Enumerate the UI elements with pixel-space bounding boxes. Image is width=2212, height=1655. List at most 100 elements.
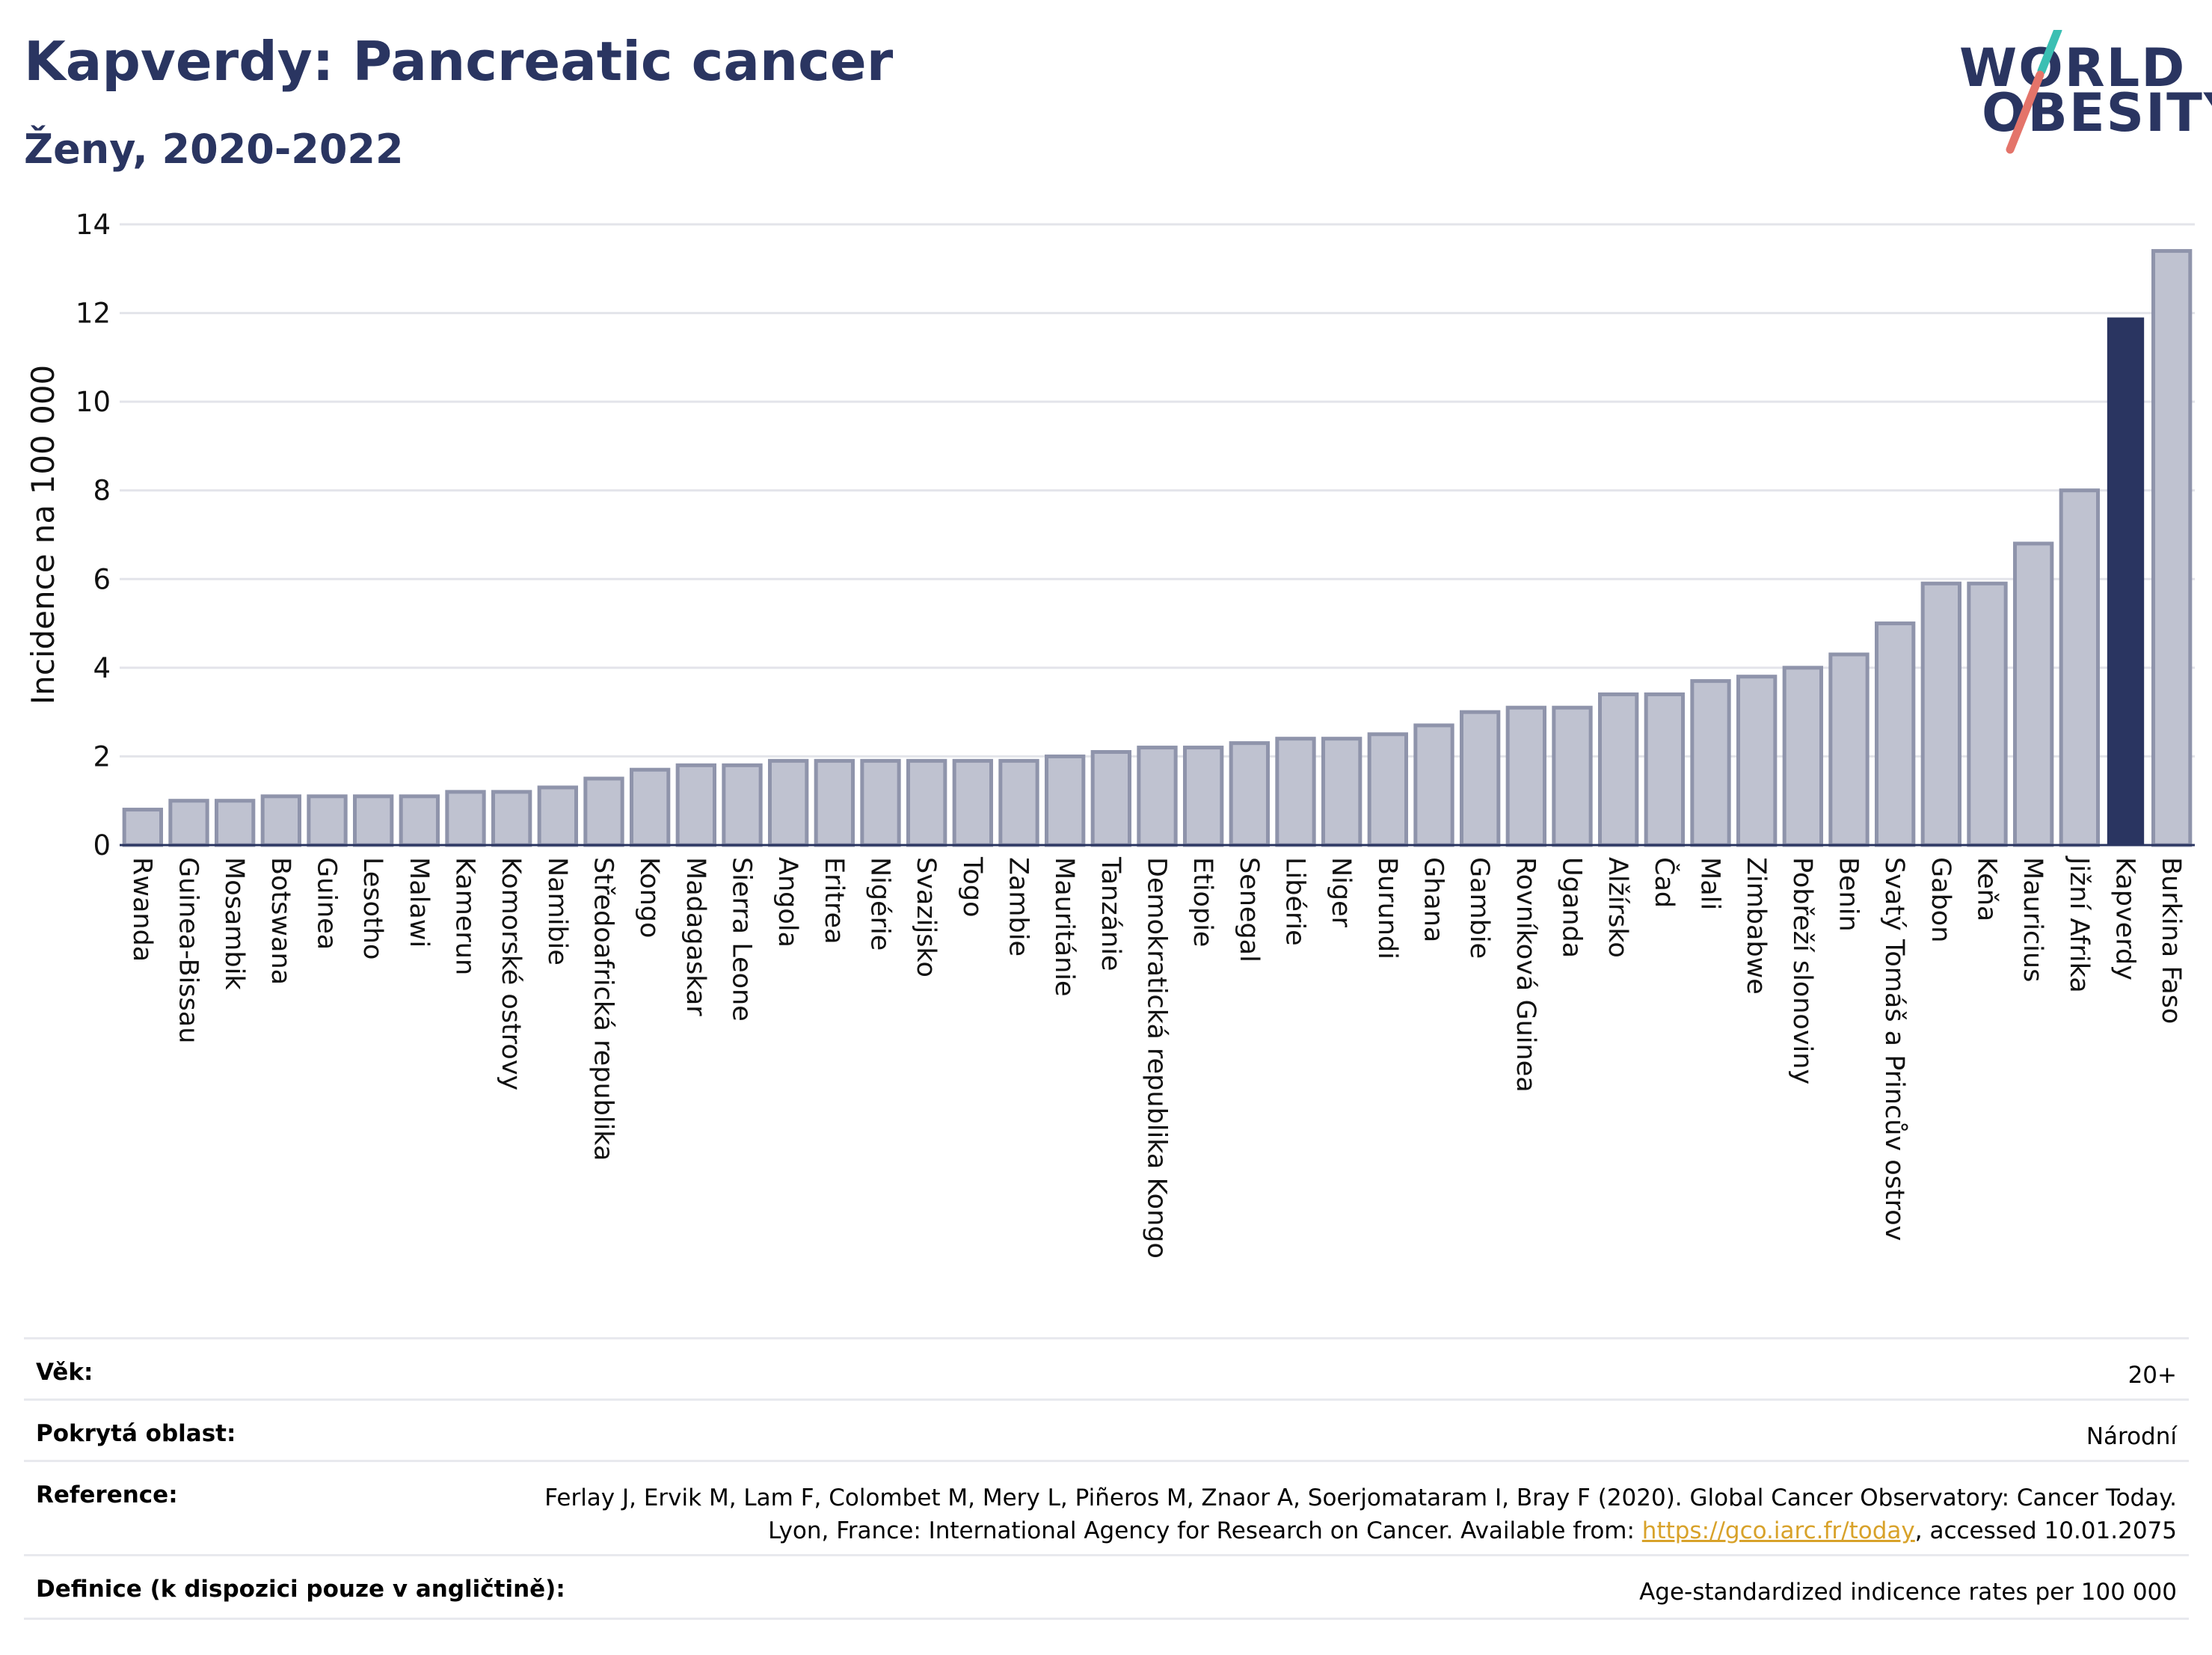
x-tick-label: Nigérie (865, 857, 895, 951)
x-tick-label: Malawi (404, 857, 434, 948)
bar-zambie (998, 758, 1039, 847)
x-tick-label: Madagaskar (681, 857, 710, 1016)
bar-svat-tom-a-princ-v-ostrov (1875, 621, 1916, 847)
info-value: Národní (2086, 1423, 2177, 1450)
x-tick-label: Gabon (1926, 857, 1956, 942)
y-tick-label: 0 (93, 829, 111, 862)
info-row-area: Pokrytá oblast: Národní (24, 1398, 2189, 1462)
x-tick-label: Svatý Tomáš a Princův ostrov (1879, 857, 1909, 1241)
bar-gambie (1460, 710, 1501, 847)
bar-togo (952, 758, 993, 847)
reference-accessed: , accessed 10.01.2075 (1914, 1517, 2177, 1544)
x-tick-label: Kamerun (450, 857, 480, 975)
bar-chart: 0 2 4 6 8 10 12 14 Rwanda Guinea-Bissau Mosambik B… (25, 209, 2195, 1259)
x-tick-label: Guinea-Bissau (173, 857, 203, 1043)
info-row-reference: Reference: Ferlay J, Ervik M, Lam F, Col… (24, 1460, 2189, 1556)
x-tick-label: Středoafrická republika (589, 857, 618, 1161)
bar-tanz-nie (1090, 750, 1131, 847)
x-tick-label: Niger (1326, 857, 1356, 928)
x-tick-label: Togo (957, 856, 987, 917)
x-tick-label: Botswana (265, 857, 295, 985)
x-tick-label: Sierra Leone (727, 857, 757, 1022)
gridlines (120, 223, 2195, 847)
bar-ghana (1413, 723, 1454, 847)
bar-kamerun (445, 790, 486, 847)
info-row-definition: Definice (k dispozici pouze v angličtině… (24, 1554, 2189, 1620)
info-value: Ferlay J, Ervik M, Lam F, Colombet M, Me… (494, 1481, 2177, 1547)
x-tick-label: Tanzánie (1096, 856, 1125, 971)
x-tick-label: Kongo (634, 857, 664, 938)
bar-ke-a (1967, 581, 2008, 847)
bar-eritrea (814, 758, 855, 847)
bar-madagaskar (675, 763, 717, 847)
x-tick-label: Kapverdy (2110, 857, 2140, 980)
y-tick-label: 14 (76, 209, 111, 241)
page-title: Kapverdy: Pancreatic cancer (24, 30, 894, 93)
x-tick-label: Eritrea (819, 857, 849, 945)
bar-niger (1321, 737, 1362, 847)
bar-namibie (537, 785, 579, 847)
bar-uganda (1552, 705, 1593, 847)
x-tick-label: Gambie (1464, 857, 1494, 959)
bar-maurit-nie (1045, 754, 1086, 847)
bar-benin (1828, 652, 1870, 847)
x-tick-label: Libérie (1280, 857, 1310, 946)
bar-guinea-bissau (168, 799, 209, 847)
x-tick-label: Pobřeží slonoviny (1787, 857, 1817, 1084)
x-tick-label: Alžírsko (1603, 857, 1632, 958)
y-axis-ticks: 0 2 4 6 8 10 12 14 (76, 209, 111, 862)
bar-nig-rie (860, 758, 901, 847)
bar-malawi (399, 794, 440, 847)
y-tick-label: 12 (76, 298, 111, 330)
bar-lib-rie (1275, 737, 1316, 847)
info-label: Pokrytá oblast: (36, 1420, 236, 1447)
bar-senegal (1229, 741, 1270, 847)
bar--ad (1644, 692, 1686, 847)
info-label: Definice (k dispozici pouze v angličtině… (36, 1576, 565, 1603)
x-tick-label: Uganda (1557, 857, 1587, 958)
logo-word-world: WORLD (1959, 37, 2187, 99)
reference-link[interactable]: https://gco.iarc.fr/today (1641, 1517, 1915, 1544)
x-tick-label: Čad (1649, 857, 1680, 908)
x-tick-label: Rwanda (127, 857, 157, 962)
bar-kongo (630, 767, 671, 847)
bar-zimbabwe (1736, 675, 1778, 847)
bar-demokratick-republika-kongo (1137, 746, 1178, 847)
x-tick-label: Demokratická republika Kongo (1142, 857, 1172, 1259)
bar-lesotho (353, 794, 394, 847)
info-value: 20+ (2127, 1362, 2177, 1389)
y-axis-title: Incidence na 100 000 (25, 365, 61, 705)
info-label: Reference: (36, 1481, 178, 1508)
bar-kapverdy (2107, 317, 2145, 845)
x-tick-label: Etiopie (1188, 857, 1217, 947)
x-tick-label: Keňa (1972, 857, 2002, 921)
world-obesity-logo: WORLD OBESITY (1952, 30, 2212, 161)
x-tick-label: Mosambik (219, 857, 249, 990)
reference-text: Ferlay J, Ervik M, Lam F, Colombet M, Me… (544, 1484, 2177, 1544)
x-tick-label: Mauricius (2018, 857, 2047, 982)
x-tick-label: Angola (772, 857, 802, 948)
x-tick-label: Guinea (312, 857, 342, 950)
x-tick-label: Zambie (1004, 857, 1033, 957)
bar-ji-n-afrika (2059, 488, 2101, 847)
bar-burkina-faso (2151, 249, 2193, 847)
bar-mauricius (2013, 541, 2054, 847)
x-tick-label: Jižní Afrika (2064, 856, 2094, 993)
y-tick-label: 4 (93, 652, 111, 684)
x-tick-label: Benin (1834, 857, 1864, 932)
page-subtitle: Ženy, 2020-2022 (24, 126, 404, 173)
x-tick-label: Mali (1695, 857, 1725, 910)
bar-gabon (1920, 581, 1962, 847)
x-tick-label: Lesotho (357, 857, 387, 959)
y-tick-label: 6 (93, 563, 111, 595)
bar-botswana (260, 794, 301, 847)
bar-al-rsko (1598, 692, 1639, 847)
bar-rovn-kov-guinea (1505, 705, 1546, 847)
bar-mali (1690, 679, 1731, 847)
bars (122, 249, 2193, 847)
x-tick-label: Svazijsko (911, 857, 941, 977)
bar-sierra-leone (722, 763, 763, 847)
info-row-age: Věk: 20+ (24, 1337, 2189, 1401)
bar-rwanda (122, 808, 164, 847)
x-tick-label: Senegal (1234, 857, 1264, 962)
